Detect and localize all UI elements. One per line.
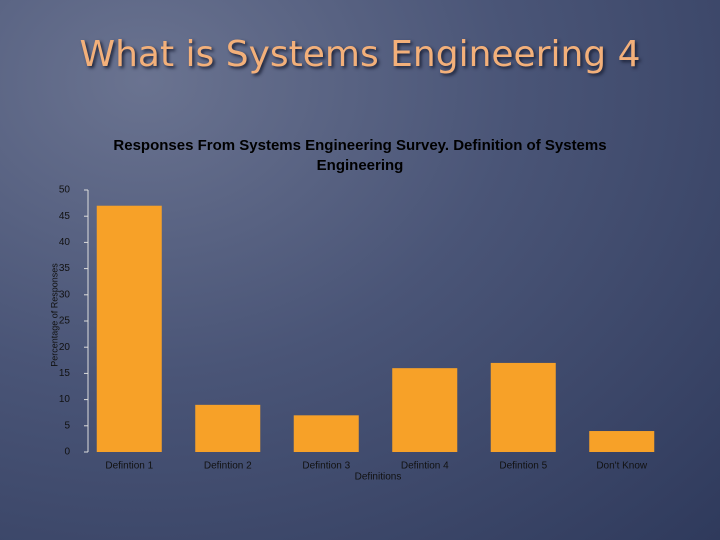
bar	[392, 368, 458, 452]
x-tick-label: Defintion 1	[105, 461, 153, 472]
chart-title: Responses From Systems Engineering Surve…	[113, 137, 607, 174]
bar	[195, 404, 261, 452]
x-axis-label: Definitions	[355, 472, 402, 483]
bar	[490, 362, 556, 452]
x-tick-label: Defintion 2	[204, 461, 252, 472]
y-tick-label: 15	[59, 368, 71, 379]
y-tick-label: 35	[59, 263, 71, 274]
y-tick-label: 50	[59, 185, 71, 196]
y-tick-label: 20	[59, 342, 71, 353]
x-tick-label: Defintion 5	[499, 461, 547, 472]
y-tick-label: 10	[59, 394, 71, 405]
bar	[589, 431, 655, 452]
y-axis-label: Percentage of Responses	[49, 263, 59, 367]
y-tick-label: 5	[64, 420, 70, 431]
y-tick-label: 30	[59, 289, 71, 300]
y-tick-label: 25	[59, 316, 71, 327]
y-tick-label: 45	[59, 211, 71, 222]
y-tick-label: 40	[59, 237, 71, 248]
bar	[293, 415, 359, 452]
y-tick-label: 0	[64, 447, 70, 458]
x-tick-label: Don't Know	[596, 461, 648, 472]
x-tick-label: Defintion 3	[302, 461, 350, 472]
slide-title: What is Systems Engineering 4	[79, 34, 641, 75]
x-tick-label: Defintion 4	[401, 461, 449, 472]
bar	[96, 205, 162, 452]
